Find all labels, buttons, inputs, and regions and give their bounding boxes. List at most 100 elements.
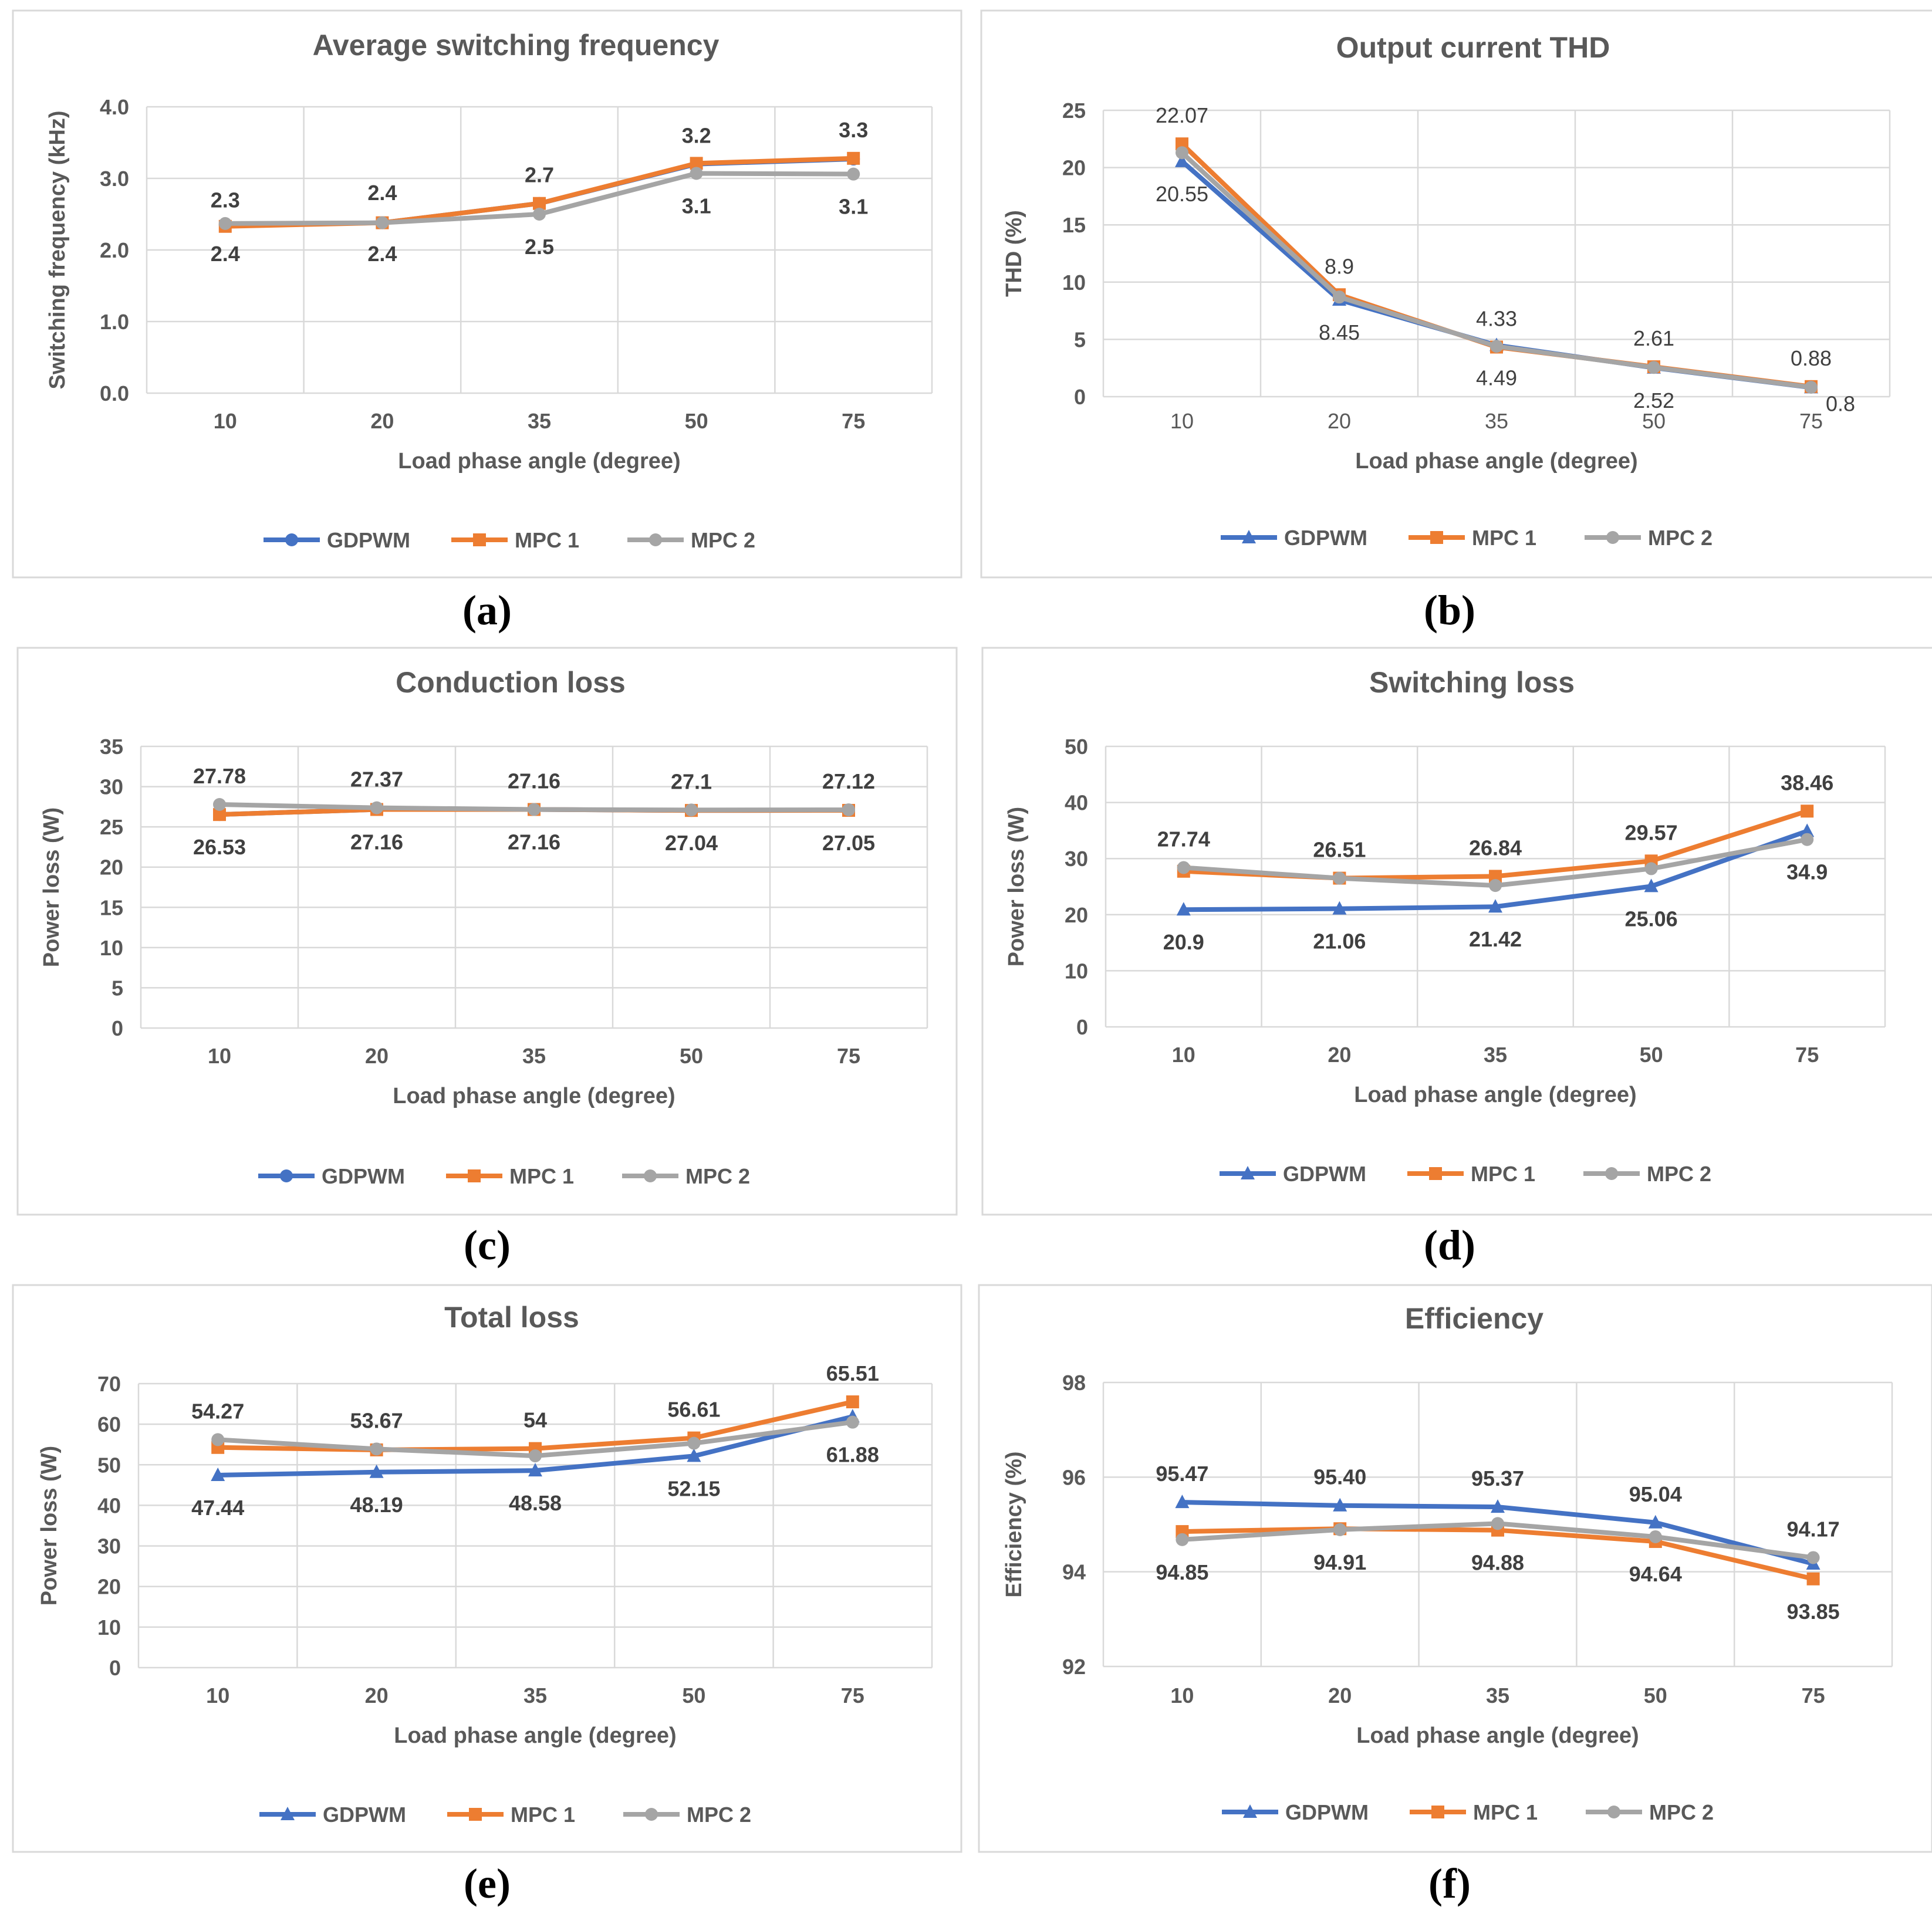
x-tick-label: 35	[528, 409, 551, 433]
data-point-mpc-2	[211, 1433, 225, 1446]
data-point-mpc-2	[1333, 290, 1346, 304]
legend-label-mpc-2: MPC 2	[691, 528, 755, 552]
data-label: 2.52	[1633, 388, 1674, 413]
y-axis-label: Efficiency (%)	[1002, 1451, 1026, 1597]
y-tick-label: 25	[1062, 99, 1086, 123]
legend-label-mpc-2: MPC 2	[1649, 1800, 1714, 1824]
data-label: 2.61	[1633, 326, 1674, 350]
data-label: 4.49	[1476, 366, 1517, 390]
data-label: 0.88	[1791, 346, 1832, 370]
x-axis-label: Load phase angle (degree)	[393, 1084, 675, 1108]
x-tick-label: 50	[685, 409, 708, 433]
legend-marker-gdpwm	[281, 1807, 295, 1820]
chart-a: Average switching frequency 0.0 1.0 2.0 3.0 4…	[12, 9, 962, 579]
y-tick-label: 30	[97, 1534, 121, 1558]
y-tick-label: 30	[100, 775, 123, 799]
caption-f: (f)	[1428, 1860, 1471, 1907]
y-tick-label: 0	[1076, 1015, 1088, 1039]
data-point-mpc-1	[213, 808, 226, 821]
legend-label-mpc-2: MPC 2	[1647, 1162, 1711, 1186]
data-label: 26.51	[1313, 838, 1366, 862]
x-tick-label: 20	[370, 409, 394, 433]
data-label: 47.44	[191, 1496, 244, 1520]
legend-label-mpc-1: MPC 1	[1472, 526, 1536, 550]
data-label: 95.47	[1156, 1462, 1208, 1486]
data-point-mpc-2	[370, 801, 383, 814]
chart-title: Average switching frequency	[313, 29, 720, 62]
y-tick-label: 10	[1062, 271, 1086, 295]
legend-marker-mpc-2	[1607, 1806, 1620, 1818]
y-tick-label: 3.0	[100, 167, 129, 191]
data-point-mpc-2	[370, 1442, 383, 1456]
data-point-gdpwm	[211, 1467, 225, 1481]
y-tick-label: 5	[112, 976, 123, 1000]
legend-label-gdpwm: GDPWM	[1285, 1800, 1369, 1824]
data-label: 20.9	[1163, 930, 1204, 954]
legend-marker-mpc-1	[473, 533, 486, 546]
data-point-mpc-1	[846, 1395, 859, 1409]
y-tick-label: 15	[100, 895, 123, 919]
legend-marker-mpc-2	[1606, 531, 1619, 544]
data-label: 94.88	[1471, 1551, 1524, 1575]
chart-frame	[980, 9, 1932, 579]
caption-b: (b)	[1424, 587, 1475, 634]
y-tick-label: 40	[1065, 791, 1088, 815]
x-tick-label: 10	[208, 1044, 231, 1068]
data-label: 20.55	[1156, 182, 1208, 206]
x-tick-label: 20	[365, 1044, 389, 1068]
data-label: 94.64	[1629, 1562, 1682, 1586]
data-point-mpc-2	[847, 167, 860, 181]
y-tick-label: 5	[1074, 327, 1086, 351]
y-axis-label: Power loss (W)	[37, 1446, 62, 1605]
legend-marker-mpc-2	[645, 1808, 658, 1821]
x-axis-label: Load phase angle (degree)	[1355, 449, 1637, 474]
chart-title: Output current THD	[1336, 31, 1610, 64]
data-label: 61.88	[826, 1443, 879, 1467]
caption-e: (e)	[464, 1860, 511, 1907]
legend-marker-mpc-1	[469, 1808, 482, 1821]
data-label: 48.19	[350, 1493, 403, 1517]
y-tick-label: 0	[1074, 385, 1086, 409]
data-label: 93.85	[1787, 1600, 1840, 1624]
y-tick-label: 98	[1062, 1371, 1086, 1395]
x-tick-label: 35	[1485, 409, 1508, 433]
data-label: 27.37	[350, 768, 403, 792]
x-tick-label: 10	[214, 409, 237, 433]
legend-marker-mpc-1	[468, 1169, 481, 1182]
data-label: 26.84	[1469, 836, 1522, 860]
data-point-mpc-2	[1806, 1551, 1820, 1564]
x-tick-label: 75	[837, 1044, 860, 1068]
chart-frame	[16, 647, 958, 1216]
data-point-mpc-1	[1489, 870, 1502, 883]
x-tick-label: 35	[523, 1683, 547, 1708]
caption-d: (d)	[1424, 1222, 1475, 1269]
legend-label-mpc-1: MPC 1	[511, 1803, 575, 1827]
chart-title: Switching loss	[1369, 666, 1575, 699]
y-tick-label: 10	[100, 936, 123, 960]
data-point-mpc-2	[846, 1415, 859, 1429]
x-tick-label: 75	[1799, 409, 1823, 433]
y-tick-label: 20	[1065, 903, 1088, 927]
data-label: 27.16	[508, 769, 560, 793]
chart-frame	[12, 9, 962, 579]
data-label: 56.61	[667, 1398, 720, 1422]
data-point-mpc-2	[376, 216, 389, 229]
legend-marker-gdpwm	[285, 533, 298, 546]
data-point-mpc-2	[1489, 879, 1502, 892]
legend-label-mpc-1: MPC 1	[509, 1164, 574, 1188]
data-point-gdpwm	[1175, 153, 1189, 167]
data-label: 38.46	[1781, 770, 1833, 795]
data-point-mpc-2	[1801, 833, 1814, 846]
data-label: 21.06	[1313, 929, 1366, 954]
data-label: 3.1	[839, 195, 868, 219]
data-label: 8.9	[1325, 254, 1354, 278]
data-label: 95.04	[1629, 1482, 1682, 1506]
y-tick-label: 70	[97, 1372, 121, 1396]
x-tick-label: 20	[365, 1683, 389, 1708]
x-tick-label: 20	[1328, 1683, 1352, 1708]
data-label: 27.74	[1157, 827, 1210, 851]
data-label: 2.4	[211, 242, 240, 266]
data-point-mpc-1	[1801, 804, 1814, 818]
caption-c: (c)	[464, 1222, 511, 1269]
